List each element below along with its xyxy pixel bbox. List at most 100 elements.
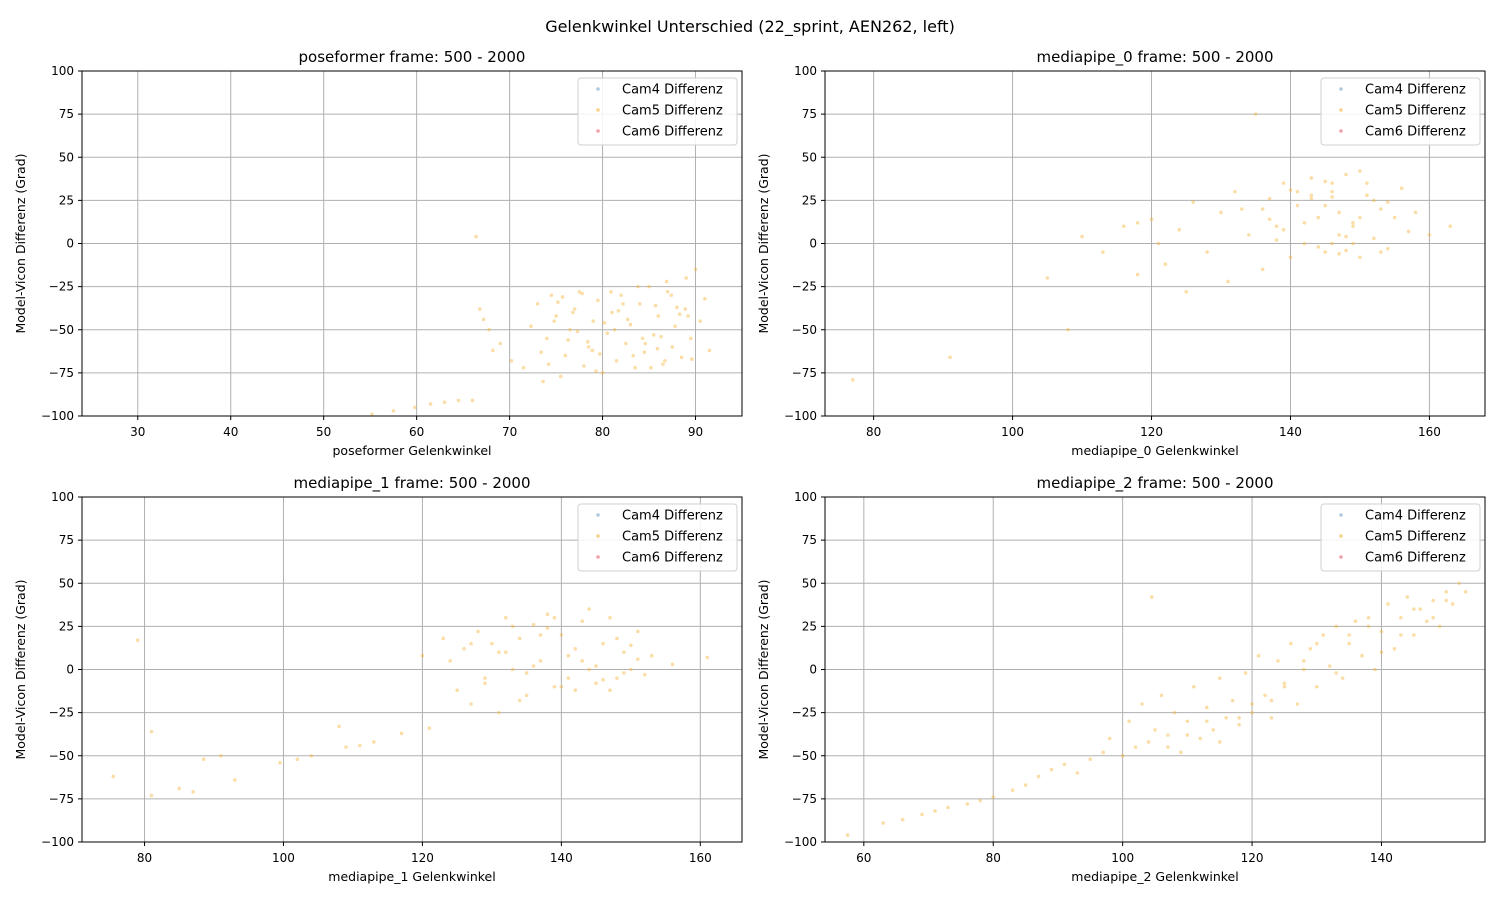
data-point — [1080, 234, 1084, 239]
x-tick-label: 60 — [409, 425, 424, 439]
data-point — [563, 353, 568, 358]
y-tick-label: 50 — [59, 150, 74, 164]
data-point — [1386, 602, 1390, 606]
y-tick-label: 100 — [794, 64, 817, 78]
data-point — [1253, 112, 1258, 116]
data-point — [1385, 246, 1390, 251]
data-point — [585, 340, 590, 344]
data-point — [1211, 728, 1216, 732]
data-point — [1358, 215, 1362, 220]
legend-label: Cam6 Differenz — [1365, 125, 1466, 140]
data-point — [428, 402, 433, 406]
data-point — [1233, 189, 1237, 194]
data-point — [1337, 210, 1341, 215]
data-point — [1281, 181, 1286, 185]
data-point — [1457, 581, 1461, 586]
data-point — [1302, 659, 1306, 663]
y-tick-label: 0 — [66, 237, 74, 251]
chart-title: poseformer frame: 500 - 2000 — [299, 48, 526, 66]
data-point — [1066, 327, 1070, 332]
y-tick-label: 25 — [59, 619, 74, 633]
y-tick-label: −75 — [49, 792, 74, 806]
data-point — [490, 641, 494, 646]
data-point — [1366, 615, 1371, 620]
data-point — [1135, 272, 1140, 277]
data-point — [1204, 705, 1209, 710]
data-point — [1269, 716, 1274, 720]
y-tick-label: −50 — [792, 749, 817, 763]
legend-marker — [596, 534, 600, 538]
legend-label: Cam4 Differenz — [622, 83, 723, 98]
y-axis-label: Model-Vicon Differenz (Grad) — [13, 153, 28, 333]
data-point — [933, 809, 937, 813]
data-point — [1295, 203, 1300, 208]
data-point — [698, 319, 702, 323]
data-point — [309, 753, 314, 758]
data-point — [591, 319, 596, 323]
data-point — [1302, 241, 1307, 246]
y-tick-label: −100 — [41, 835, 74, 849]
data-point — [1184, 290, 1189, 294]
data-point — [1156, 241, 1161, 246]
y-tick-label: 50 — [59, 576, 74, 590]
data-point — [586, 345, 591, 349]
data-point — [616, 308, 621, 313]
data-point — [1385, 200, 1390, 204]
data-point — [677, 312, 682, 317]
chart-panel-0: 30 40 50 60 70 80 90 −100 −75 −50 −25 0 25 50 75 100 pos… — [13, 48, 743, 458]
data-point — [649, 365, 653, 370]
legend-label: Cam6 Differenz — [622, 125, 723, 140]
data-point — [573, 647, 578, 651]
data-point — [1250, 702, 1254, 706]
legend-marker — [1339, 129, 1343, 133]
x-tick-label: 160 — [1418, 425, 1441, 439]
data-point — [1267, 217, 1272, 222]
data-point — [1269, 698, 1274, 703]
data-point — [1192, 684, 1196, 689]
data-point — [670, 662, 675, 667]
data-point — [1288, 255, 1293, 260]
data-point — [1224, 716, 1228, 720]
chart-title: mediapipe_1 frame: 500 - 2000 — [293, 474, 530, 493]
legend: Cam4 Differenz Cam5 Differenz Cam6 Differe… — [1320, 503, 1481, 572]
data-point — [568, 327, 572, 332]
data-point — [1191, 200, 1196, 204]
data-point — [552, 319, 557, 323]
y-tick-label: −25 — [792, 706, 817, 720]
legend-marker — [1339, 555, 1343, 559]
data-point — [545, 626, 550, 630]
data-point — [580, 619, 585, 623]
data-point — [1373, 667, 1377, 672]
data-point — [1372, 198, 1376, 203]
data-point — [1219, 210, 1223, 215]
data-point — [544, 336, 549, 341]
data-point — [1023, 783, 1028, 787]
data-point — [1450, 602, 1455, 606]
data-point — [545, 612, 550, 617]
data-point — [664, 279, 669, 284]
data-point — [1217, 740, 1222, 744]
data-point — [1276, 659, 1280, 663]
data-point — [577, 290, 582, 294]
y-tick-label: −25 — [49, 280, 74, 294]
data-point — [1365, 181, 1369, 185]
y-tick-label: 100 — [51, 490, 74, 504]
legend-box — [1320, 77, 1481, 146]
data-point — [587, 667, 591, 672]
data-point — [978, 798, 983, 803]
x-tick-label: 120 — [1140, 425, 1163, 439]
x-tick-label: 140 — [1279, 425, 1302, 439]
data-point — [559, 633, 564, 637]
data-point — [1392, 647, 1397, 651]
x-axis-label: mediapipe_0 Gelenkwinkel — [1071, 443, 1238, 458]
data-point — [1121, 224, 1126, 229]
data-point — [1351, 221, 1355, 225]
data-point — [1412, 607, 1416, 611]
data-point — [1101, 250, 1105, 254]
data-point — [1036, 774, 1041, 779]
legend-marker — [596, 87, 600, 91]
data-point — [643, 341, 648, 346]
data-point — [656, 314, 661, 318]
data-point — [538, 659, 543, 663]
